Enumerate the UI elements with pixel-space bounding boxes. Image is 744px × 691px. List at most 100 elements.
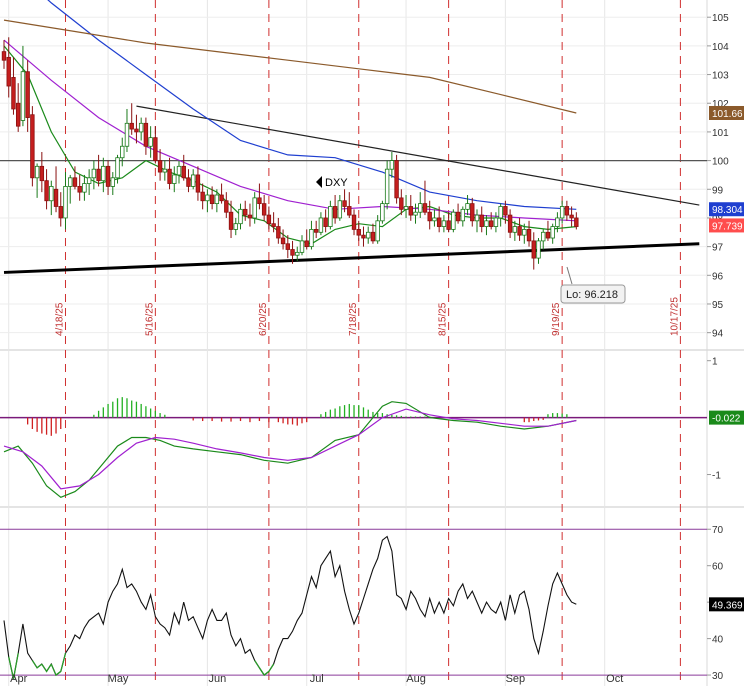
candle-body[interactable] <box>129 122 134 130</box>
candle-body[interactable] <box>446 220 451 230</box>
candle-body[interactable] <box>488 220 494 227</box>
candle-body[interactable] <box>1 51 7 61</box>
candle-body[interactable] <box>105 165 111 187</box>
candle-body[interactable] <box>370 231 376 242</box>
candle-body[interactable] <box>266 214 272 225</box>
candle-body[interactable] <box>503 206 508 216</box>
candle-body[interactable] <box>498 206 503 219</box>
candle-body[interactable] <box>460 208 466 222</box>
candle-body[interactable] <box>228 211 234 230</box>
candle-body[interactable] <box>337 200 343 219</box>
candle-body[interactable] <box>564 206 570 216</box>
candle-body[interactable] <box>436 217 442 227</box>
candle-body[interactable] <box>86 177 92 184</box>
candle-body[interactable] <box>233 223 238 230</box>
candle-body[interactable] <box>328 206 333 227</box>
candle-body[interactable] <box>427 211 432 222</box>
candle-body[interactable] <box>332 206 338 219</box>
candle-body[interactable] <box>181 165 186 179</box>
candle-body[interactable] <box>361 234 366 239</box>
candle-body[interactable] <box>432 217 437 222</box>
candle-body[interactable] <box>522 229 527 236</box>
candle-body[interactable] <box>96 168 101 182</box>
candle-body[interactable] <box>77 186 82 193</box>
candle-body[interactable] <box>342 200 347 207</box>
candle-body[interactable] <box>186 177 191 187</box>
candle-body[interactable] <box>252 197 257 219</box>
candle-body[interactable] <box>536 240 541 259</box>
candle-body[interactable] <box>11 77 16 110</box>
candle-body[interactable] <box>157 160 163 173</box>
candle-body[interactable] <box>172 174 177 184</box>
candle-body[interactable] <box>313 229 319 233</box>
candle-body[interactable] <box>247 214 253 219</box>
candle-body[interactable] <box>403 206 409 210</box>
candle-body[interactable] <box>517 226 522 236</box>
candle-body[interactable] <box>124 122 130 147</box>
candle-body[interactable] <box>455 211 461 222</box>
candle-body[interactable] <box>176 165 182 176</box>
candle-body[interactable] <box>49 186 54 202</box>
candle-body[interactable] <box>209 194 215 205</box>
candle-body[interactable] <box>280 237 286 245</box>
candle-body[interactable] <box>276 226 281 239</box>
candle-body[interactable] <box>493 217 499 227</box>
candle-body[interactable] <box>63 186 68 219</box>
candle-body[interactable] <box>143 122 149 147</box>
candle-body[interactable] <box>58 206 63 219</box>
candle-body[interactable] <box>200 191 205 202</box>
candle-body[interactable] <box>68 177 73 187</box>
candle-body[interactable] <box>15 102 21 127</box>
candle-body[interactable] <box>512 226 518 233</box>
candle-body[interactable] <box>408 206 413 216</box>
candle-body[interactable] <box>257 197 262 205</box>
candle-body[interactable] <box>101 165 106 182</box>
candle-body[interactable] <box>190 174 196 187</box>
candle-body[interactable] <box>389 160 395 170</box>
candle-body[interactable] <box>465 203 470 210</box>
candle-body[interactable] <box>451 211 456 230</box>
candle-body[interactable] <box>413 211 418 216</box>
candle-body[interactable] <box>134 128 139 133</box>
candle-body[interactable] <box>569 214 574 219</box>
candle-body[interactable] <box>474 214 480 222</box>
candle-body[interactable] <box>380 203 385 222</box>
candle-body[interactable] <box>318 217 324 233</box>
candle-body[interactable] <box>82 183 87 193</box>
candle-body[interactable] <box>555 217 560 227</box>
candle-body[interactable] <box>44 180 49 202</box>
candle-body[interactable] <box>559 206 565 219</box>
candle-body[interactable] <box>550 226 555 239</box>
candle-body[interactable] <box>34 165 40 179</box>
candle-body[interactable] <box>243 208 248 216</box>
candle-body[interactable] <box>30 114 35 179</box>
candle-body[interactable] <box>479 214 484 227</box>
candle-body[interactable] <box>541 231 546 242</box>
candle-body[interactable] <box>6 56 11 87</box>
candle-body[interactable] <box>470 203 475 222</box>
candle-body[interactable] <box>375 220 380 242</box>
candle-body[interactable] <box>72 177 78 187</box>
candle-body[interactable] <box>219 194 224 202</box>
candle-body[interactable] <box>53 188 59 207</box>
candle-body[interactable] <box>422 203 428 213</box>
candle-body[interactable] <box>167 168 172 184</box>
candle-body[interactable] <box>347 206 352 216</box>
candle-body[interactable] <box>295 251 300 256</box>
candle-body[interactable] <box>148 137 153 147</box>
candle-body[interactable] <box>366 231 371 239</box>
candle-body[interactable] <box>309 229 314 248</box>
candle-body[interactable] <box>441 220 447 227</box>
candle-body[interactable] <box>351 214 357 230</box>
candle-body[interactable] <box>299 240 305 253</box>
candles-layer[interactable] <box>1 37 579 270</box>
candle-body[interactable] <box>25 71 30 118</box>
candle-body[interactable] <box>153 137 158 161</box>
candle-body[interactable] <box>285 243 290 250</box>
candle-body[interactable] <box>20 71 26 121</box>
candle-body[interactable] <box>394 160 399 199</box>
candle-body[interactable] <box>484 220 489 227</box>
candle-body[interactable] <box>120 145 125 159</box>
candle-body[interactable] <box>271 223 276 227</box>
